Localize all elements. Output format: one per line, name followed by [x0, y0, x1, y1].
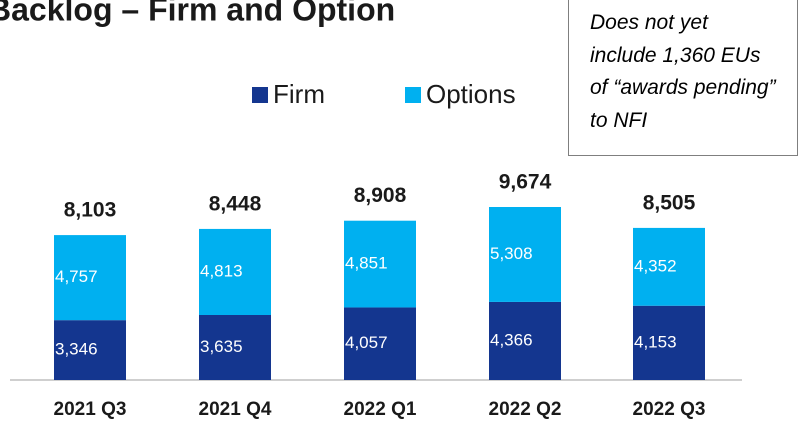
value-label: 3,346: [55, 340, 98, 359]
bar-segment: [489, 207, 561, 302]
total-label: 8,908: [354, 184, 407, 207]
value-label: 3,635: [200, 337, 243, 356]
total-label: 8,505: [643, 191, 696, 214]
x-tick-label: 2021 Q4: [199, 399, 272, 420]
x-tick-label: 2022 Q3: [633, 399, 706, 420]
bar-segment: [633, 227, 705, 306]
bar-segment: [199, 314, 271, 380]
value-label: 4,153: [634, 332, 677, 351]
value-label: 5,308: [490, 244, 533, 263]
x-tick-label: 2021 Q3: [54, 399, 127, 420]
legend-swatch: [405, 87, 421, 103]
legend-label: Firm: [273, 79, 325, 109]
value-label: 4,851: [345, 254, 388, 273]
annotation: Does not yet include 1,360 EUs of “award…: [568, 0, 798, 156]
bar-segment: [344, 307, 416, 380]
legend-label: Options: [426, 79, 516, 109]
x-tick-label: 2022 Q1: [344, 399, 417, 420]
bar-segment: [344, 220, 416, 308]
total-label: 8,448: [209, 192, 262, 215]
value-label: 4,352: [634, 256, 677, 275]
value-label: 4,757: [55, 267, 98, 286]
bar-segment: [633, 305, 705, 380]
bar-segment: [199, 228, 271, 315]
value-label: 4,057: [345, 333, 388, 352]
legend-swatch: [252, 87, 268, 103]
value-label: 4,813: [200, 261, 243, 280]
total-label: 8,103: [64, 199, 117, 222]
x-tick-label: 2022 Q2: [489, 399, 562, 420]
value-label: 4,366: [490, 330, 533, 349]
chart-title: Backlog – Firm and Option: [0, 0, 395, 27]
bar-segment: [54, 320, 126, 380]
bar-segment: [54, 235, 126, 321]
bar-segment: [489, 301, 561, 380]
total-label: 9,674: [499, 171, 552, 194]
